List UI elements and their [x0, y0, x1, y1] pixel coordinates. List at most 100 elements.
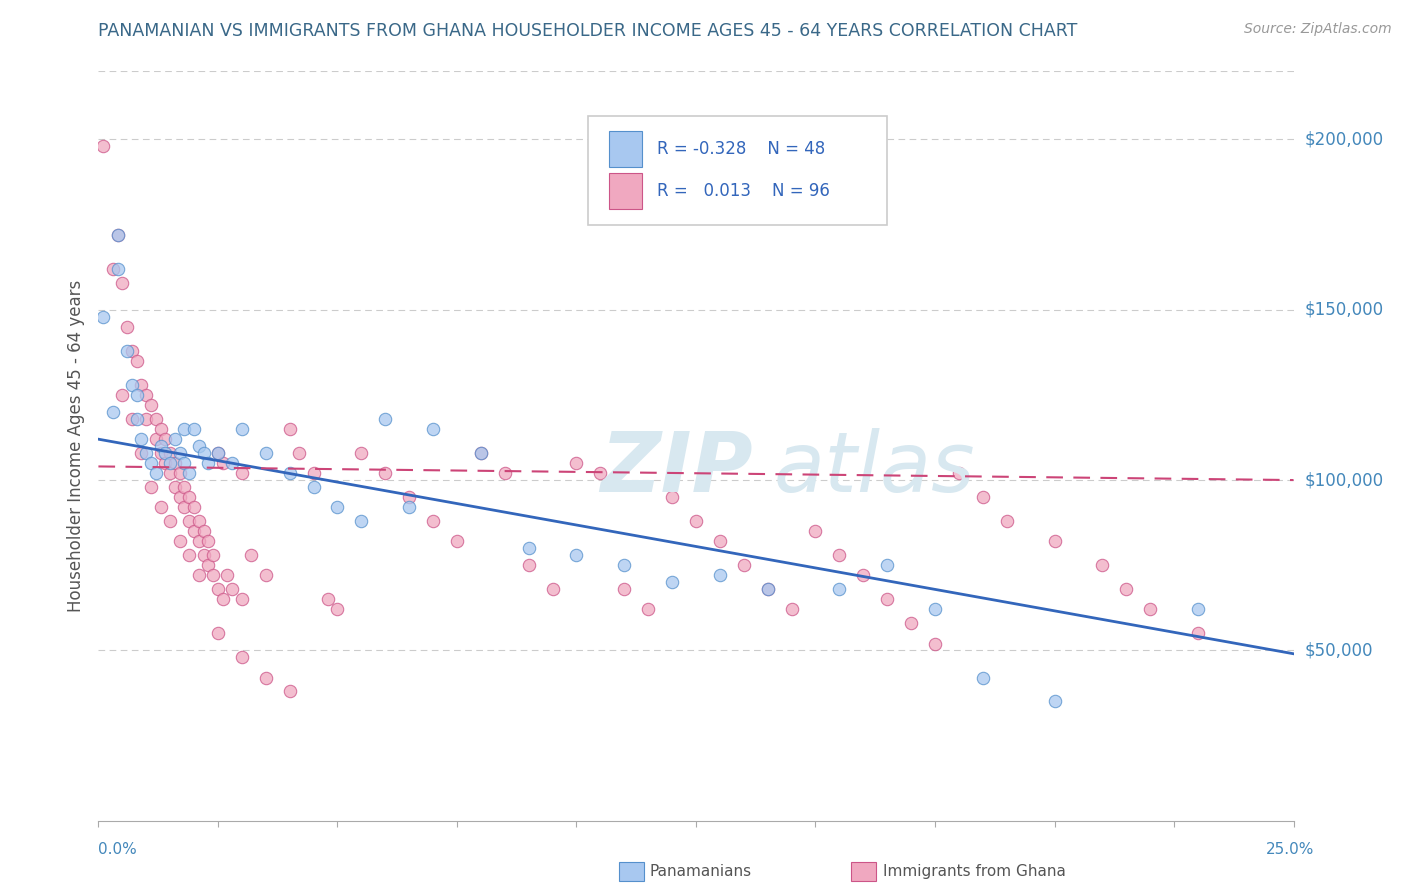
- Point: [121, 343, 143, 358]
- Point: [326, 602, 349, 616]
- Text: 25.0%: 25.0%: [1267, 842, 1315, 856]
- Point: [155, 446, 177, 460]
- Point: [101, 405, 124, 419]
- Point: [121, 377, 143, 392]
- Point: [828, 582, 851, 596]
- FancyBboxPatch shape: [609, 173, 643, 210]
- Point: [217, 568, 239, 582]
- Point: [278, 422, 301, 436]
- Point: [187, 534, 209, 549]
- Point: [254, 446, 277, 460]
- FancyBboxPatch shape: [609, 131, 643, 168]
- Point: [780, 602, 803, 616]
- Point: [135, 388, 157, 402]
- Text: Immigrants from Ghana: Immigrants from Ghana: [883, 864, 1066, 879]
- Point: [1043, 694, 1066, 708]
- Y-axis label: Householder Income Ages 45 - 64 years: Householder Income Ages 45 - 64 years: [66, 280, 84, 612]
- Point: [173, 422, 195, 436]
- Point: [121, 411, 143, 425]
- Point: [661, 575, 683, 590]
- Point: [139, 456, 162, 470]
- Point: [470, 446, 492, 460]
- Point: [995, 514, 1018, 528]
- Point: [231, 422, 253, 436]
- Point: [302, 467, 325, 481]
- Point: [685, 514, 707, 528]
- Point: [517, 558, 540, 573]
- Point: [169, 446, 191, 460]
- Point: [613, 582, 636, 596]
- Point: [948, 467, 970, 481]
- Text: $150,000: $150,000: [1305, 301, 1384, 318]
- Point: [374, 411, 396, 425]
- Point: [159, 456, 181, 470]
- Point: [169, 467, 191, 481]
- Point: [398, 490, 420, 504]
- Point: [155, 432, 177, 446]
- Point: [91, 310, 114, 324]
- Point: [900, 616, 922, 631]
- Point: [125, 354, 148, 368]
- Point: [169, 534, 191, 549]
- Point: [149, 446, 172, 460]
- Point: [374, 467, 396, 481]
- Point: [107, 227, 129, 242]
- Point: [125, 388, 148, 402]
- Point: [173, 456, 195, 470]
- Point: [91, 139, 114, 153]
- Point: [517, 541, 540, 556]
- Point: [231, 592, 253, 607]
- Point: [613, 558, 636, 573]
- Point: [197, 558, 219, 573]
- Point: [541, 582, 564, 596]
- Point: [589, 467, 612, 481]
- Point: [756, 582, 779, 596]
- Point: [924, 636, 946, 650]
- Point: [756, 582, 779, 596]
- Point: [145, 467, 167, 481]
- Point: [115, 319, 138, 334]
- Point: [173, 480, 195, 494]
- Point: [197, 456, 219, 470]
- Point: [145, 411, 167, 425]
- Point: [316, 592, 339, 607]
- Text: $200,000: $200,000: [1305, 130, 1384, 148]
- Point: [804, 524, 827, 538]
- Point: [288, 446, 311, 460]
- Point: [183, 524, 205, 538]
- Point: [149, 439, 172, 453]
- Point: [179, 490, 201, 504]
- Point: [187, 568, 209, 582]
- Point: [135, 446, 157, 460]
- Point: [159, 446, 181, 460]
- Point: [302, 480, 325, 494]
- Point: [202, 568, 225, 582]
- Point: [1139, 602, 1161, 616]
- Point: [139, 480, 162, 494]
- Point: [1043, 534, 1066, 549]
- Point: [446, 534, 468, 549]
- Point: [1115, 582, 1137, 596]
- Point: [115, 343, 138, 358]
- Point: [111, 276, 134, 290]
- Point: [231, 650, 253, 665]
- Text: $100,000: $100,000: [1305, 471, 1384, 489]
- Point: [179, 514, 201, 528]
- Text: Panamanians: Panamanians: [650, 864, 752, 879]
- Point: [661, 490, 683, 504]
- Text: 0.0%: 0.0%: [98, 842, 138, 856]
- Text: Source: ZipAtlas.com: Source: ZipAtlas.com: [1244, 22, 1392, 37]
- Point: [254, 671, 277, 685]
- Point: [1187, 626, 1209, 640]
- Point: [193, 524, 215, 538]
- Point: [193, 446, 215, 460]
- Point: [111, 388, 134, 402]
- Point: [183, 500, 205, 515]
- Point: [211, 592, 233, 607]
- Point: [149, 500, 172, 515]
- Text: R =   0.013    N = 96: R = 0.013 N = 96: [657, 182, 830, 200]
- Point: [876, 558, 898, 573]
- Point: [278, 467, 301, 481]
- Point: [565, 456, 588, 470]
- Point: [733, 558, 755, 573]
